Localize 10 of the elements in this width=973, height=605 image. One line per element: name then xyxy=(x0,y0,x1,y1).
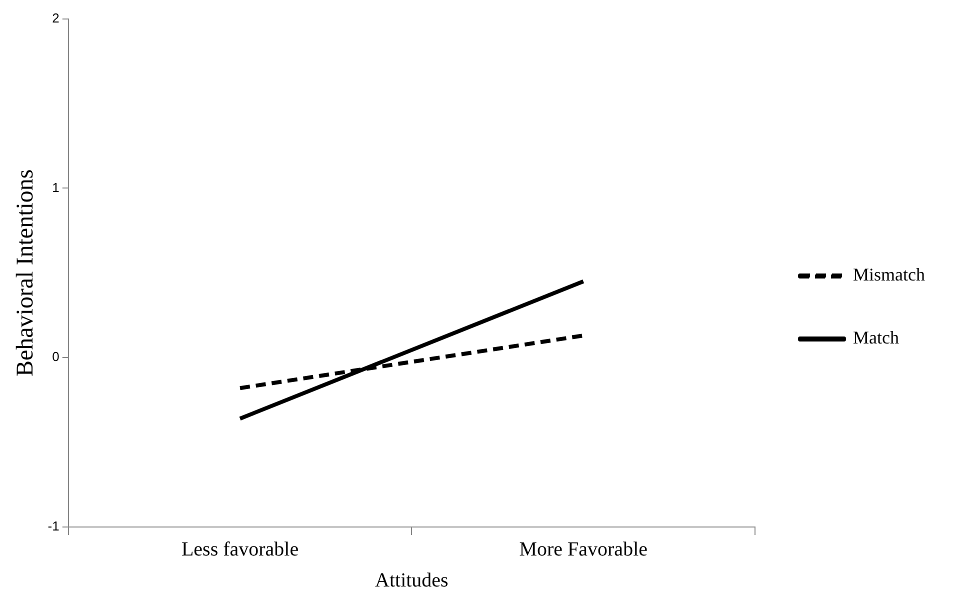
y-tick-label: 2 xyxy=(52,10,60,26)
y-tick-label: -1 xyxy=(48,518,60,534)
y-tick-label: 0 xyxy=(52,349,60,364)
y-axis-title: Behavioral Intentions xyxy=(12,169,39,377)
y-tick-label: 1 xyxy=(52,180,60,195)
legend-label: Match xyxy=(853,328,899,348)
x-tick-label: Less favorable xyxy=(181,538,299,560)
legend-label: Mismatch xyxy=(853,264,926,285)
x-tick-label: More Favorable xyxy=(519,538,648,560)
x-axis-title: Attitudes xyxy=(375,569,449,592)
